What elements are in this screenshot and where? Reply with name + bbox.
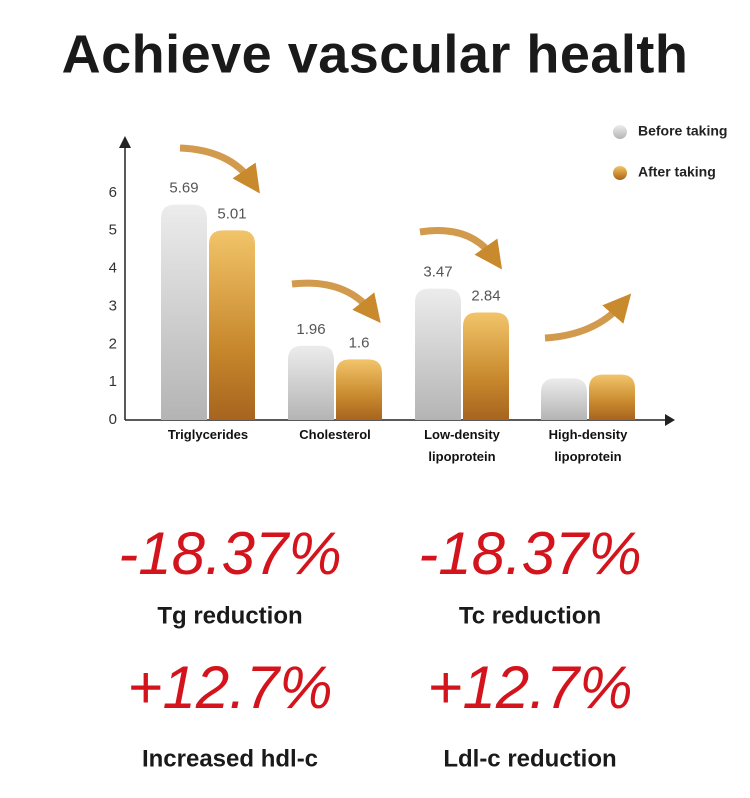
stat-value: +12.7% (427, 654, 632, 721)
value-label: 1.96 (296, 321, 325, 338)
bar (589, 374, 635, 420)
bar (209, 230, 255, 420)
y-tick-label: 6 (109, 184, 117, 201)
x-tick-label: Low-density lipoprotein (424, 427, 500, 464)
stat-label: Tc reduction (459, 602, 601, 629)
value-label: 1.6 (349, 334, 370, 351)
bar (336, 359, 382, 420)
legend-marker (613, 166, 627, 180)
stat-label: Tg reduction (157, 602, 302, 629)
bar (161, 204, 207, 420)
y-tick-label: 2 (109, 335, 117, 352)
x-tick-label: Cholesterol (299, 427, 371, 442)
stat-label: Increased hdl-c (142, 745, 318, 772)
legend-label: Before taking (638, 123, 727, 139)
value-label: 3.47 (423, 264, 452, 281)
y-tick-label: 5 (109, 222, 117, 239)
y-tick-label: 0 (109, 411, 117, 428)
stat-value: +12.7% (127, 654, 332, 721)
bar (415, 288, 461, 420)
legend-marker (613, 125, 627, 139)
stat-value: -18.37% (418, 520, 641, 587)
stat-value: -18.37% (118, 520, 341, 587)
trend-arrow (419, 226, 503, 270)
y-tick-label: 4 (109, 260, 117, 277)
bar (541, 378, 587, 420)
trend-arrow (291, 279, 381, 323)
bar (288, 345, 334, 420)
trend-arrow (544, 293, 632, 342)
y-tick-label: 1 (109, 373, 117, 390)
value-label: 5.01 (217, 205, 246, 222)
bar (463, 312, 509, 420)
trend-arrow (179, 144, 260, 194)
y-axis-arrow (119, 136, 131, 148)
title: Achieve vascular health (62, 24, 689, 84)
x-tick-label: Triglycerides (167, 427, 249, 442)
x-tick-label: High-density lipoprotein (548, 427, 628, 464)
value-label: 2.84 (471, 287, 500, 304)
stat-label: Ldl-c reduction (443, 745, 616, 772)
legend-label: After taking (638, 164, 716, 180)
value-label: 5.69 (169, 180, 198, 197)
y-tick-label: 3 (109, 297, 117, 314)
x-axis-arrow (665, 414, 675, 426)
